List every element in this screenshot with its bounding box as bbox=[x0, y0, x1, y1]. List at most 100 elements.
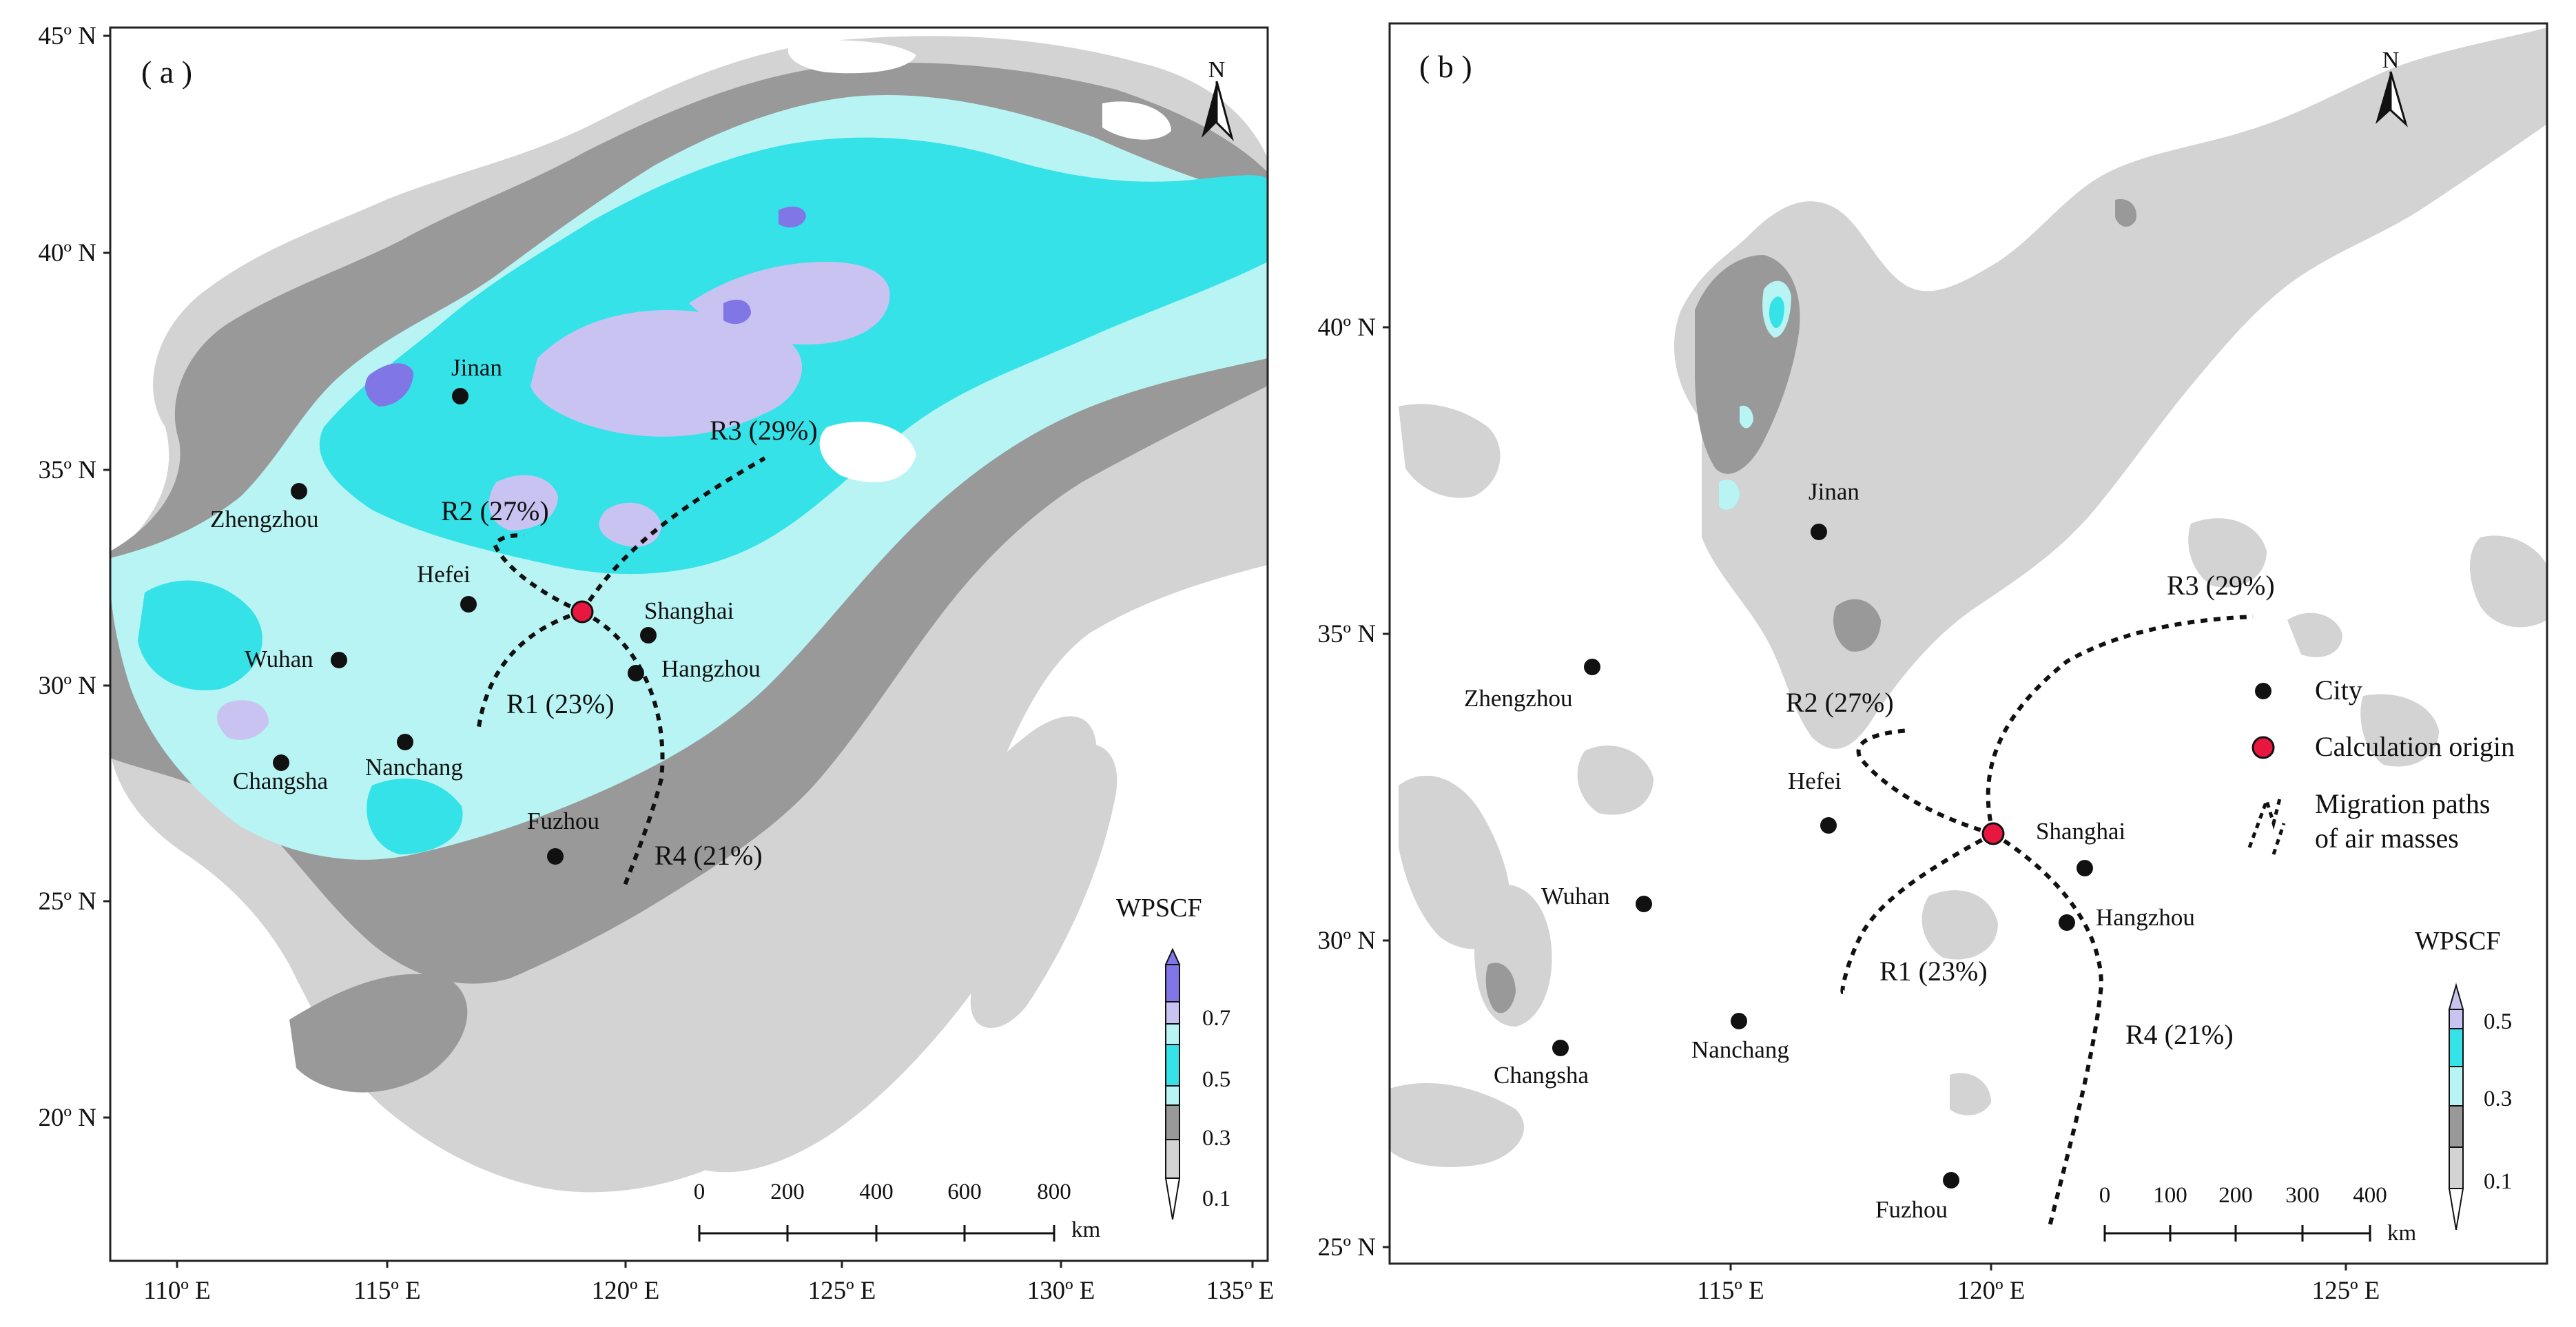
city-marker bbox=[628, 665, 644, 681]
city-label: Hangzhou bbox=[2096, 904, 2195, 931]
legend-tick: 0.1 bbox=[2484, 1169, 2512, 1194]
scale-tick: 600 bbox=[947, 1180, 982, 1204]
panel-tag-a: ( a ) bbox=[141, 54, 192, 90]
city-marker bbox=[460, 596, 477, 613]
city-marker bbox=[1820, 817, 1837, 834]
lon-label: 120º E bbox=[592, 1277, 660, 1305]
cities-b: Jinan Zhengzhou Hefei Shanghai Wuhan Han… bbox=[1464, 478, 2195, 1223]
cities-a: Jinan Zhengzhou Hefei Shanghai Wuhan Han… bbox=[210, 354, 761, 865]
lat-label: 35º N bbox=[39, 456, 96, 484]
scale-tick: 100 bbox=[2153, 1183, 2187, 1208]
route-label: R4 (21%) bbox=[655, 840, 763, 871]
city-label: Jinan bbox=[1809, 478, 1859, 505]
calculation-origin-marker bbox=[1981, 822, 2005, 845]
lat-label: 20º N bbox=[39, 1104, 96, 1132]
city-marker bbox=[1636, 896, 1652, 912]
wpscf-field-a bbox=[110, 36, 1268, 1193]
city-label: Shanghai bbox=[2036, 818, 2126, 845]
north-label: N bbox=[2382, 48, 2400, 73]
key-city-label: City bbox=[2315, 675, 2362, 706]
scale-tick: 0 bbox=[2099, 1183, 2111, 1208]
lon-label: 115º E bbox=[353, 1277, 420, 1305]
lon-label: 120º E bbox=[1957, 1277, 2026, 1305]
city-label: Changsha bbox=[1494, 1062, 1589, 1089]
city-label: Wuhan bbox=[1541, 883, 1610, 909]
route-label: R3 (29%) bbox=[2167, 570, 2275, 601]
city-label: Zhengzhou bbox=[1464, 685, 1572, 712]
colorbar-a: WPSCF 0.7 0.5 0.3 0.1 bbox=[1116, 894, 1230, 1220]
route-label: R2 (27%) bbox=[441, 495, 549, 526]
city-marker bbox=[2077, 860, 2093, 876]
panel-b: 40º N 35º N 30º N 25º N 115º E 120º E 12… bbox=[1318, 22, 2548, 1305]
lat-label: 30º N bbox=[39, 672, 96, 700]
trajectory-paths-b bbox=[1840, 615, 2254, 1227]
map-key-b: City Calculation origin Migration paths … bbox=[2247, 675, 2515, 855]
lon-label: 125º E bbox=[808, 1277, 876, 1305]
legend-tick: 0.1 bbox=[1202, 1186, 1230, 1211]
city-marker bbox=[547, 848, 564, 865]
city-label: Nanchang bbox=[365, 754, 463, 781]
north-arrow-icon: N bbox=[2376, 48, 2408, 127]
lat-label: 35º N bbox=[1318, 620, 1376, 648]
scale-tick: 300 bbox=[2285, 1183, 2320, 1208]
city-marker bbox=[1584, 659, 1600, 675]
legend-tick: 0.7 bbox=[1202, 1006, 1230, 1031]
scale-unit: km bbox=[2387, 1221, 2417, 1246]
scale-unit: km bbox=[1071, 1217, 1101, 1242]
lon-label: 110º E bbox=[143, 1277, 210, 1305]
city-marker bbox=[291, 483, 307, 500]
map-frame-a bbox=[109, 26, 1269, 1262]
city-label: Changsha bbox=[233, 768, 329, 794]
city-marker bbox=[640, 627, 657, 644]
wpscf-field-b bbox=[1390, 28, 2547, 1167]
lat-label: 25º N bbox=[1318, 1233, 1376, 1262]
city-label: Wuhan bbox=[245, 646, 313, 672]
calculation-origin-marker bbox=[570, 600, 594, 624]
city-marker bbox=[1943, 1172, 1959, 1189]
city-label: Hefei bbox=[1788, 768, 1842, 794]
key-path-label: Migration paths bbox=[2315, 788, 2490, 819]
lon-label: 130º E bbox=[1027, 1277, 1095, 1305]
panel-tag-b: ( b ) bbox=[1419, 49, 1472, 84]
legend-title: WPSCF bbox=[2415, 927, 2501, 956]
key-path-label-2: of air masses bbox=[2315, 823, 2459, 854]
route-label: R4 (21%) bbox=[2125, 1019, 2234, 1050]
scale-bar-b: 0 100 200 300 400 km bbox=[2099, 1183, 2417, 1246]
axis-ticks-a bbox=[103, 34, 1254, 1268]
city-marker bbox=[2059, 914, 2075, 931]
route-label: R1 (23%) bbox=[506, 688, 615, 719]
key-city-marker bbox=[2255, 683, 2271, 699]
panel-a: 45º N 40º N 35º N 30º N 25º N 20º N 110º… bbox=[39, 22, 1275, 1305]
city-marker bbox=[452, 388, 468, 404]
city-label: Nanchang bbox=[1691, 1036, 1789, 1063]
colorbar-b: WPSCF 0.5 0.3 0.1 bbox=[2415, 927, 2512, 1231]
lat-label: 30º N bbox=[1318, 927, 1376, 955]
city-marker bbox=[397, 734, 413, 750]
legend-title: WPSCF bbox=[1116, 894, 1202, 923]
scale-tick: 400 bbox=[2353, 1183, 2387, 1208]
scale-tick: 400 bbox=[859, 1180, 894, 1204]
lat-label: 45º N bbox=[39, 22, 96, 50]
trajectory-paths-a bbox=[477, 456, 766, 890]
axis-ticks-b bbox=[1383, 326, 2347, 1271]
lat-label: 25º N bbox=[39, 887, 96, 916]
lon-label: 115º E bbox=[1697, 1277, 1764, 1305]
city-label: Shanghai bbox=[644, 597, 734, 624]
key-origin-marker bbox=[2252, 736, 2275, 759]
city-label: Jinan bbox=[451, 354, 502, 381]
key-origin-label: Calculation origin bbox=[2315, 731, 2515, 762]
city-marker bbox=[273, 754, 289, 771]
scale-tick: 0 bbox=[694, 1180, 705, 1204]
city-label: Fuzhou bbox=[1875, 1196, 1948, 1223]
scale-tick: 200 bbox=[2218, 1183, 2253, 1208]
city-label: Hefei bbox=[417, 561, 471, 588]
key-path-icon bbox=[2247, 795, 2283, 848]
lat-label: 40º N bbox=[1318, 313, 1376, 342]
city-marker bbox=[1731, 1013, 1747, 1029]
route-label: R1 (23%) bbox=[1879, 956, 1988, 987]
city-marker bbox=[1811, 524, 1827, 540]
legend-tick: 0.5 bbox=[1202, 1067, 1230, 1092]
city-label: Zhengzhou bbox=[210, 506, 318, 533]
legend-tick: 0.3 bbox=[2484, 1087, 2512, 1111]
